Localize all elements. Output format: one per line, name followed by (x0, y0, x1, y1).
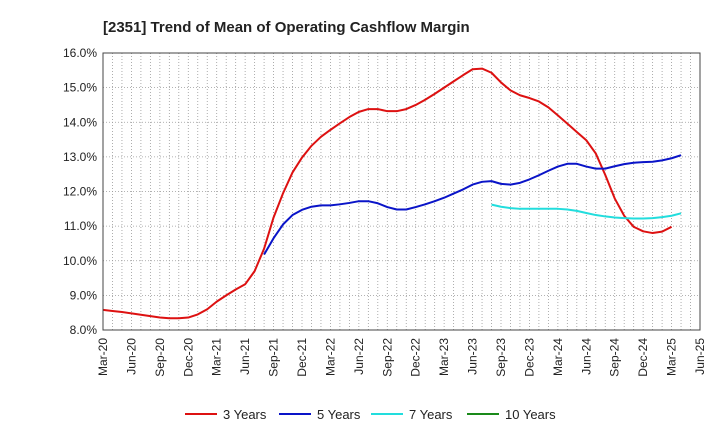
y-axis-ticks: 8.0% 9.0% 10.0% 11.0% 12.0% 13.0% 14.0% 15.0% 16… (63, 46, 97, 337)
x-tick-label: Sep-23 (494, 338, 508, 377)
x-tick-label: Jun-20 (124, 338, 138, 375)
x-tick-label: Mar-23 (437, 338, 451, 376)
legend-label-5-years: 5 Years (317, 407, 361, 422)
series-line-5-years (263, 154, 682, 256)
x-tick-label: Mar-22 (323, 338, 337, 376)
series-line-3-years (102, 67, 673, 320)
legend-label-7-years: 7 Years (409, 407, 453, 422)
x-tick-label: Dec-22 (409, 338, 423, 377)
x-tick-label: Dec-24 (636, 338, 650, 377)
x-tick-label: Jun-25 (693, 338, 707, 375)
x-tick-label: Dec-21 (295, 338, 309, 377)
x-tick-label: Jun-23 (466, 338, 480, 375)
grid (102, 52, 701, 331)
x-tick-label: Dec-23 (522, 338, 536, 377)
x-tick-label: Jun-21 (238, 338, 252, 375)
chart-title: [2351] Trend of Mean of Operating Cashfl… (103, 19, 470, 36)
y-tick-label: 8.0% (70, 323, 98, 337)
plot-border (102, 52, 701, 331)
x-tick-label: Sep-22 (380, 338, 394, 377)
legend: 3 Years 5 Years 7 Years 10 Years (185, 407, 556, 422)
y-tick-label: 14.0% (63, 115, 97, 129)
x-tick-label: Sep-20 (153, 338, 167, 377)
y-tick-label: 13.0% (63, 150, 97, 164)
x-tick-label: Mar-21 (210, 338, 224, 376)
series-lines (102, 67, 682, 320)
series-line-7-years (491, 203, 682, 220)
y-tick-label: 9.0% (70, 288, 98, 302)
x-tick-label: Mar-24 (551, 338, 565, 376)
x-tick-label: Mar-25 (665, 338, 679, 376)
y-tick-label: 12.0% (63, 185, 97, 199)
y-tick-label: 15.0% (63, 81, 97, 95)
x-tick-label: Jun-24 (579, 338, 593, 375)
y-tick-label: 16.0% (63, 46, 97, 60)
x-axis-ticks: Mar-20 Jun-20 Sep-20 Dec-20 Mar-21 Jun-21 Sep-… (96, 338, 707, 377)
plot-area-border (102, 52, 701, 331)
x-tick-label: Jun-22 (352, 338, 366, 375)
x-tick-label: Sep-21 (267, 338, 281, 377)
legend-label-3-years: 3 Years (223, 407, 267, 422)
y-tick-label: 11.0% (64, 219, 97, 233)
legend-label-10-years: 10 Years (505, 407, 556, 422)
y-tick-label: 10.0% (63, 254, 97, 268)
x-tick-label: Mar-20 (96, 338, 110, 376)
x-tick-label: Dec-20 (181, 338, 195, 377)
x-tick-label: Sep-24 (608, 338, 622, 377)
